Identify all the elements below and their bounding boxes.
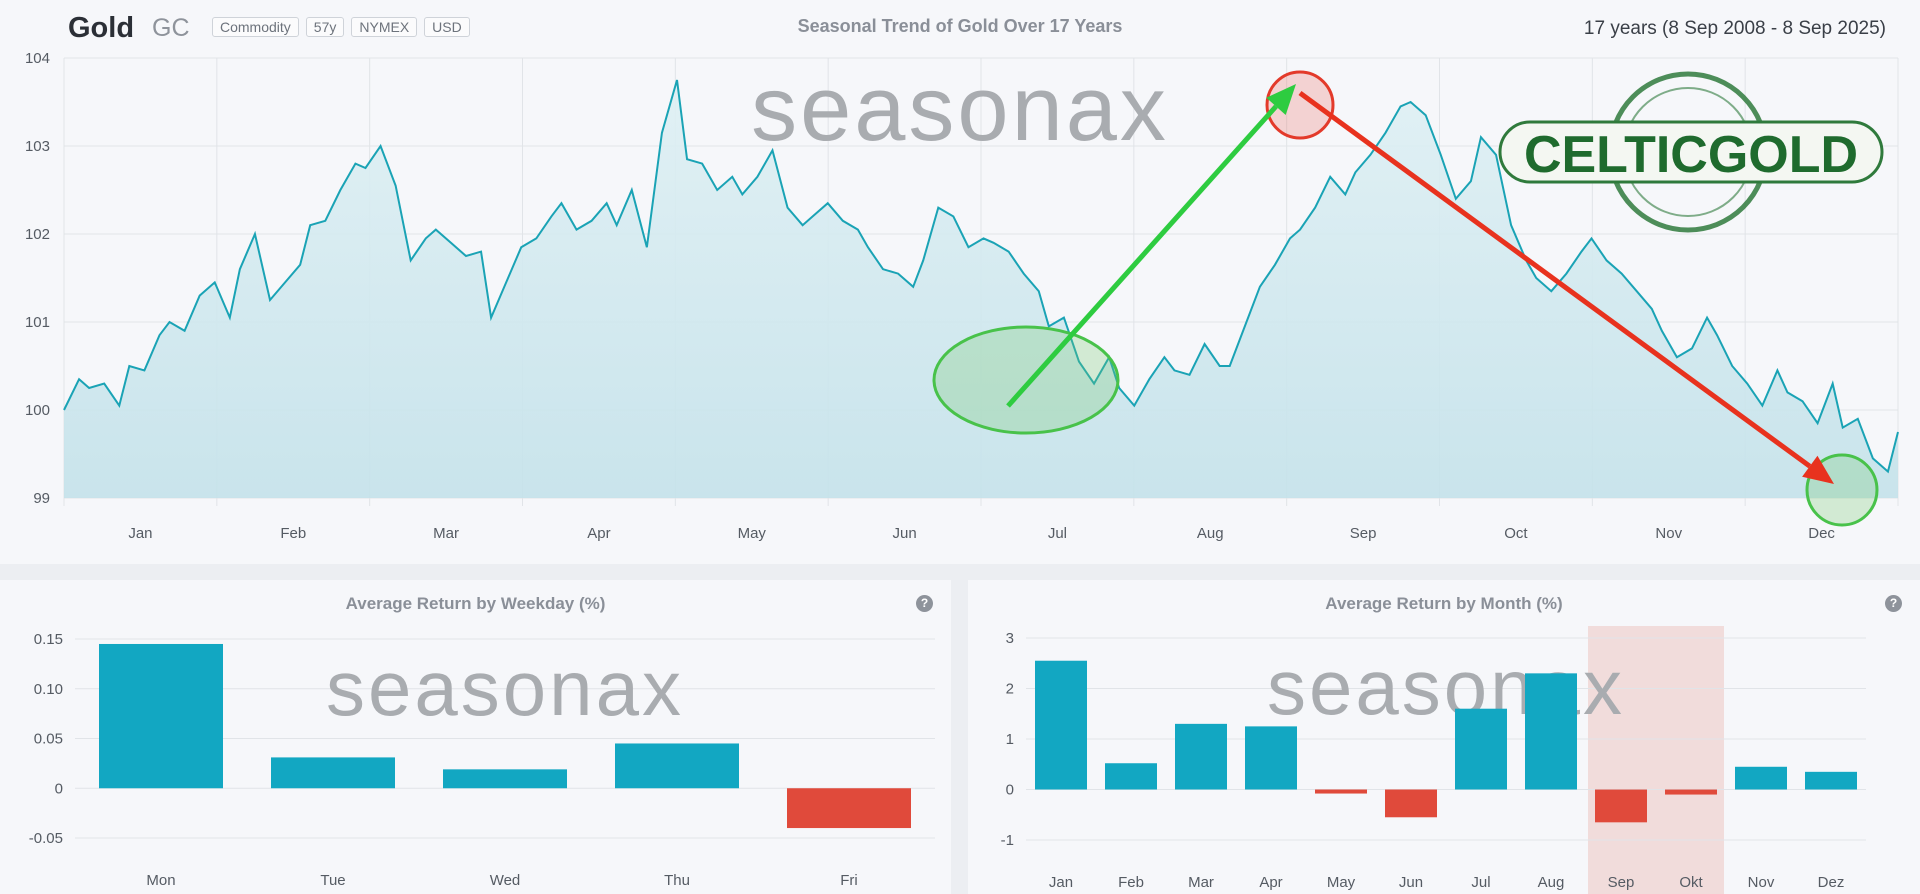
- instrument-symbol: Gold: [68, 12, 135, 44]
- bar: [1455, 708, 1507, 790]
- x-tick-label: Jun: [1399, 874, 1423, 891]
- red-arrow-down: [1298, 90, 1834, 484]
- y-tick-label: 0.05: [34, 731, 63, 748]
- x-tick-label: Oct: [1504, 525, 1528, 542]
- x-tick-label: Fri: [840, 872, 858, 889]
- bar: [99, 643, 223, 789]
- y-tick-label: 104: [25, 50, 50, 67]
- y-tick-label: 102: [25, 226, 50, 243]
- y-tick-label: 103: [25, 138, 50, 155]
- period-label: 17 years (8 Sep 2008 - 8 Sep 2025): [1583, 18, 1886, 39]
- y-tick-label: 0: [1006, 782, 1014, 799]
- chart-header: Gold GC Commodity 57y NYMEX USD Seasonal…: [0, 12, 1920, 48]
- weekday-bar-chart: 0.15 0.10 0.05 0 -0.05 seasonax Mon Tue Wed Thu Fr…: [29, 631, 935, 889]
- seasonal-chart-panel: Gold GC Commodity 57y NYMEX USD Seasonal…: [0, 0, 1920, 564]
- trend-line: [63, 79, 1899, 474]
- y-tick-label: 1: [1006, 731, 1014, 748]
- trend-area: [64, 80, 1898, 498]
- bar: [1525, 673, 1577, 790]
- bar: [1315, 789, 1367, 794]
- x-tick-label: May: [738, 525, 767, 542]
- x-tick-label: Feb: [1118, 874, 1144, 891]
- badge-years: 57y: [305, 17, 345, 37]
- y-tick-label: 2: [1006, 681, 1014, 698]
- x-tick-label: Mon: [146, 872, 175, 889]
- y-tick-label: 0.10: [34, 681, 63, 698]
- instrument-code: GC: [152, 14, 190, 42]
- badge-commodity: Commodity: [212, 17, 299, 37]
- y-tick-label: 100: [25, 402, 50, 419]
- help-icon[interactable]: ?: [916, 595, 933, 612]
- x-tick-label: May: [1327, 874, 1356, 891]
- bar: [615, 743, 739, 789]
- badge-currency: USD: [424, 17, 470, 37]
- seasonal-line-chart[interactable]: 99 100 101 102 103 104 Jan Feb Mar Apr May Jun Jul Au…: [0, 0, 1920, 564]
- bar: [1595, 789, 1647, 823]
- x-tick-label: Mar: [1188, 874, 1214, 891]
- y-tick-label: 0: [55, 780, 63, 797]
- y-tick-label: -0.05: [29, 830, 63, 847]
- y-tick-label: 3: [1006, 630, 1014, 647]
- x-tick-label: Tue: [320, 872, 345, 889]
- bar: [787, 788, 911, 829]
- x-tick-label: Aug: [1197, 525, 1224, 542]
- watermark: seasonax: [751, 58, 1169, 160]
- weekday-chart-title: Average Return by Weekday (%): [345, 594, 606, 613]
- red-circle-peak: [1265, 70, 1335, 140]
- x-tick-label: Jan: [128, 525, 152, 542]
- x-tick-label: Apr: [587, 525, 610, 542]
- y-tick-label: 99: [33, 490, 50, 507]
- x-tick-label: Dez: [1818, 874, 1845, 891]
- x-tick-label: Wed: [490, 872, 521, 889]
- bar: [1035, 660, 1087, 790]
- x-tick-label: Okt: [1679, 874, 1703, 891]
- x-tick-label: Jul: [1048, 525, 1067, 542]
- badge-exchange: NYMEX: [351, 17, 418, 37]
- watermark: seasonax: [326, 644, 684, 732]
- x-tick-label: Aug: [1538, 874, 1565, 891]
- x-tick-label: Thu: [664, 872, 690, 889]
- x-tick-label: Nov: [1748, 874, 1775, 891]
- bar: [1805, 771, 1857, 790]
- chart-title: Seasonal Trend of Gold Over 17 Years: [797, 16, 1123, 36]
- weekday-returns-panel: Average Return by Weekday (%) ? 0.15 0.10…: [0, 580, 951, 894]
- green-ellipse-summer-low: [932, 325, 1120, 435]
- bar: [1665, 789, 1717, 795]
- monthly-returns-panel: Average Return by Month (%) ? 3 2 1 0 -1 seas…: [968, 580, 1920, 894]
- x-tick-label: Jul: [1471, 874, 1490, 891]
- highlight-band: [1588, 626, 1724, 894]
- y-tick-label: 0.15: [34, 631, 63, 648]
- x-tick-label: Sep: [1608, 874, 1635, 891]
- bar: [1385, 789, 1437, 818]
- badge-row: Commodity 57y NYMEX USD: [212, 17, 470, 37]
- x-tick-label: Jun: [892, 525, 916, 542]
- x-tick-label: Dec: [1808, 525, 1835, 542]
- help-icon[interactable]: ?: [1885, 595, 1902, 612]
- bar: [443, 769, 567, 789]
- y-tick-label: -1: [1001, 832, 1014, 849]
- monthly-chart-title: Average Return by Month (%): [1325, 594, 1563, 613]
- bar: [1105, 763, 1157, 790]
- green-arrow-up: [1006, 84, 1296, 408]
- x-tick-label: Mar: [433, 525, 459, 542]
- bar: [1245, 726, 1297, 790]
- bar: [1735, 766, 1787, 790]
- x-tick-label: Jan: [1049, 874, 1073, 891]
- x-tick-label: Sep: [1350, 525, 1377, 542]
- x-tick-label: Feb: [280, 525, 306, 542]
- logo-text: CELTICGOLD: [1524, 126, 1858, 184]
- y-tick-label: 101: [25, 314, 50, 331]
- x-tick-label: Apr: [1259, 874, 1282, 891]
- bar: [1175, 723, 1227, 790]
- bar: [271, 757, 395, 789]
- x-tick-label: Nov: [1655, 525, 1682, 542]
- celtic-gold-logo: CELTICGOLD: [1498, 71, 1884, 233]
